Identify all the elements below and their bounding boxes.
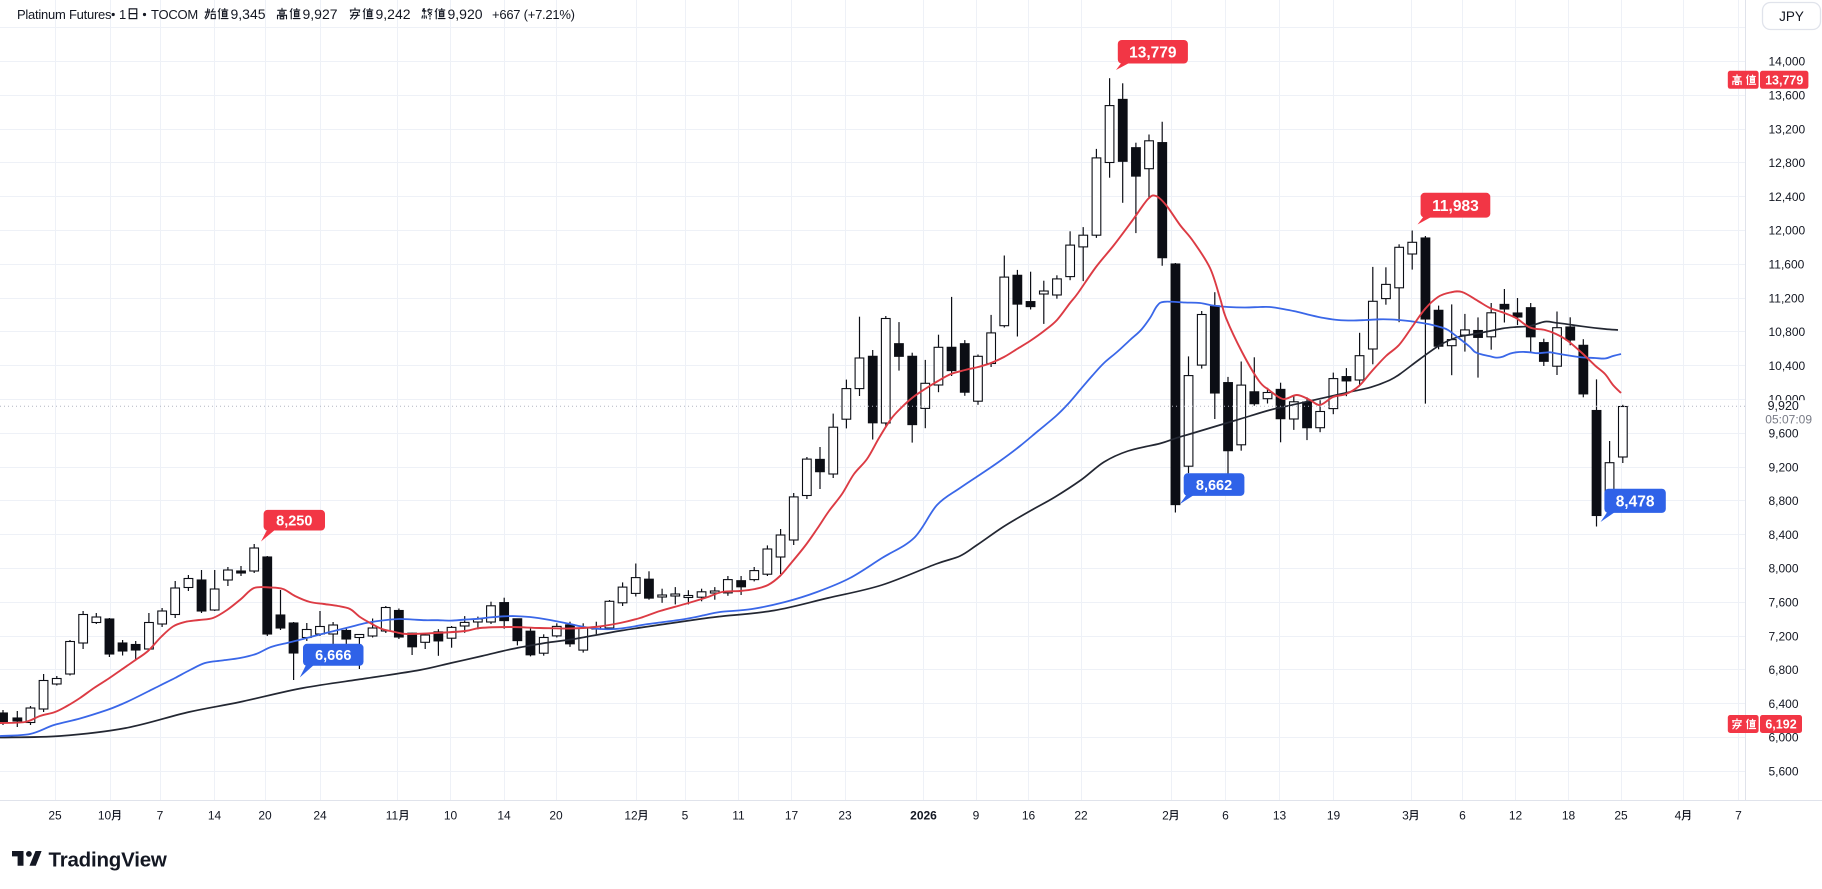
svg-text:6,666: 6,666 — [315, 648, 351, 664]
svg-text:8,800: 8,800 — [1769, 494, 1799, 508]
svg-text:5,600: 5,600 — [1769, 765, 1799, 779]
svg-text:6: 6 — [1459, 809, 1466, 823]
svg-text:12,400: 12,400 — [1769, 190, 1806, 204]
svg-text:7,600: 7,600 — [1769, 596, 1799, 610]
svg-text:12,000: 12,000 — [1769, 224, 1806, 238]
svg-text:4: 4 — [1675, 809, 1682, 823]
svg-text:2026: 2026 — [910, 809, 937, 823]
svg-text:7: 7 — [157, 809, 164, 823]
svg-text:11: 11 — [732, 809, 745, 823]
svg-text:9,242: 9,242 — [376, 6, 411, 22]
svg-text:24: 24 — [313, 809, 327, 823]
svg-text:9,920: 9,920 — [1768, 399, 1799, 413]
svg-text:11: 11 — [386, 809, 399, 823]
svg-text:12: 12 — [624, 809, 638, 823]
svg-text:18: 18 — [1562, 809, 1576, 823]
svg-text:7: 7 — [1735, 809, 1742, 823]
svg-text:14: 14 — [497, 809, 511, 823]
svg-text:19: 19 — [1327, 809, 1341, 823]
svg-text:6,400: 6,400 — [1769, 697, 1799, 711]
svg-text:14,000: 14,000 — [1769, 55, 1806, 69]
svg-text:8,250: 8,250 — [276, 513, 312, 529]
svg-text:8,000: 8,000 — [1769, 562, 1799, 576]
svg-text:2: 2 — [1162, 809, 1169, 823]
svg-text:23: 23 — [838, 809, 852, 823]
svg-text:20: 20 — [258, 809, 272, 823]
svg-text:17: 17 — [785, 809, 799, 823]
svg-text:22: 22 — [1074, 809, 1088, 823]
svg-text:10,800: 10,800 — [1769, 325, 1806, 339]
svg-text:11,600: 11,600 — [1769, 258, 1805, 272]
svg-text:3: 3 — [1402, 809, 1409, 823]
svg-text:8,478: 8,478 — [1616, 493, 1655, 510]
svg-text:25: 25 — [48, 809, 62, 823]
svg-text:6,000: 6,000 — [1769, 731, 1799, 745]
svg-text:6,800: 6,800 — [1769, 663, 1799, 677]
svg-text:9,600: 9,600 — [1769, 427, 1799, 441]
svg-text:13,779: 13,779 — [1765, 73, 1803, 87]
svg-text:13,779: 13,779 — [1129, 44, 1177, 61]
svg-text:6,192: 6,192 — [1765, 718, 1796, 732]
svg-text:8,662: 8,662 — [1196, 478, 1232, 494]
svg-text:10: 10 — [98, 809, 112, 823]
svg-text:12,800: 12,800 — [1769, 156, 1806, 170]
svg-text:05:07:09: 05:07:09 — [1765, 413, 1812, 427]
svg-text:25: 25 — [1614, 809, 1628, 823]
svg-text:7,200: 7,200 — [1769, 629, 1799, 643]
svg-text:13,200: 13,200 — [1769, 122, 1806, 136]
svg-text:13: 13 — [1273, 809, 1287, 823]
svg-text:9,927: 9,927 — [303, 6, 338, 22]
svg-text:1: 1 — [119, 7, 126, 22]
svg-text:TOCOM: TOCOM — [151, 7, 198, 22]
svg-text:9,200: 9,200 — [1769, 460, 1799, 474]
svg-text:9,920: 9,920 — [448, 6, 483, 22]
svg-text:11,200: 11,200 — [1769, 291, 1805, 305]
svg-text:10,400: 10,400 — [1769, 359, 1806, 373]
svg-text:+667 (+7.21%): +667 (+7.21%) — [492, 7, 575, 22]
svg-text:JPY: JPY — [1779, 9, 1804, 24]
svg-text:6: 6 — [1222, 809, 1229, 823]
svg-text:11,983: 11,983 — [1432, 198, 1479, 215]
svg-text:10: 10 — [444, 809, 458, 823]
svg-text:20: 20 — [549, 809, 563, 823]
svg-text:TradingView: TradingView — [49, 849, 167, 872]
svg-text:14: 14 — [208, 809, 222, 823]
svg-text:Platinum Futures: Platinum Futures — [17, 7, 112, 22]
svg-text:5: 5 — [682, 809, 689, 823]
svg-text:12: 12 — [1509, 809, 1523, 823]
svg-text:9: 9 — [973, 809, 980, 823]
svg-text:16: 16 — [1022, 809, 1036, 823]
svg-text:8,400: 8,400 — [1769, 528, 1799, 542]
svg-text:9,345: 9,345 — [231, 6, 266, 22]
svg-text:13,600: 13,600 — [1769, 89, 1806, 103]
